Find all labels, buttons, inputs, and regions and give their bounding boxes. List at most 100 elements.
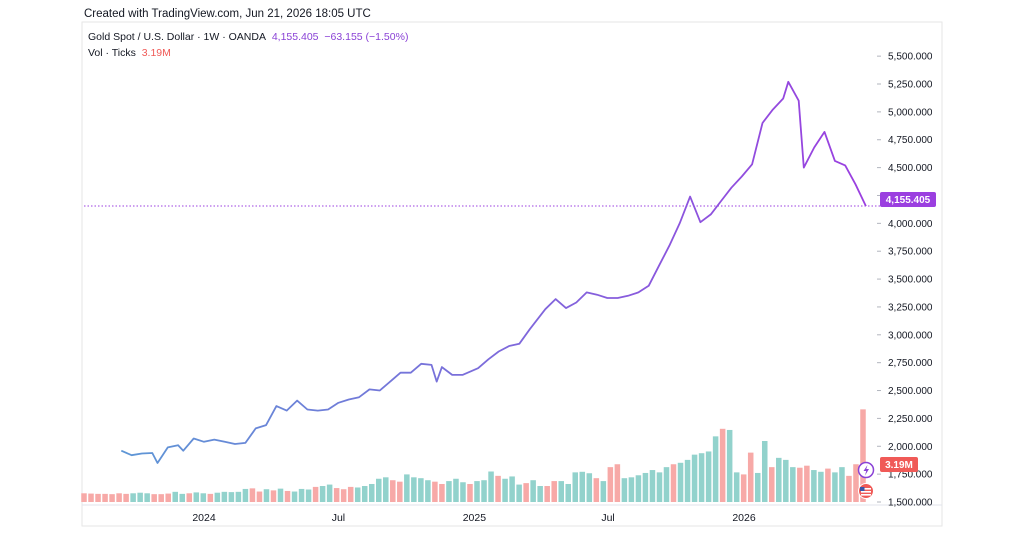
y-tick-label: 3,500.000 (888, 275, 933, 286)
symbol-legend: Gold Spot / U.S. Dollar · 1W · OANDA 4,1… (88, 31, 408, 43)
volume-bar (270, 490, 277, 502)
volume-bar (326, 484, 333, 502)
volume-bar (705, 451, 712, 502)
volume-bar (305, 489, 312, 502)
volume-bar (733, 472, 740, 502)
volume-bar (551, 481, 557, 502)
volume-bar (354, 487, 361, 502)
volume-bar (783, 459, 789, 502)
volume-bar (698, 453, 705, 502)
x-axis[interactable]: 2024 Jul 2025 Jul 2026 (192, 512, 756, 524)
volume-bar (333, 488, 340, 502)
volume-bar (347, 486, 354, 502)
volume-bar (376, 478, 382, 502)
volume-bar (207, 493, 214, 502)
volume-bar (418, 478, 424, 502)
volume-bar (277, 488, 284, 502)
volume-bar (193, 492, 200, 502)
volume-bar (825, 468, 831, 502)
volume-bar (312, 486, 319, 502)
volume-bar (109, 494, 115, 502)
economic-events-flag-icon[interactable] (858, 483, 874, 499)
volume-bar (839, 467, 845, 502)
volume-bar (151, 494, 157, 502)
volume-bar (663, 467, 670, 502)
y-axis[interactable]: 5,500.000 5,250.000 5,000.000 4,750.000 4,50… (877, 52, 933, 509)
volume-bar (684, 459, 691, 502)
price-change: −63.155 (−1.50%) (324, 31, 409, 43)
volume-bar (565, 483, 571, 502)
volume-bar (368, 483, 375, 502)
volume-bar (298, 488, 305, 502)
volume-bar (158, 494, 164, 502)
volume-bar (860, 409, 866, 502)
x-tick-label: 2024 (192, 512, 216, 524)
volume-bar (537, 486, 543, 502)
volume-bar (81, 493, 87, 502)
volume-bar (242, 488, 249, 502)
volume-bar (642, 472, 649, 502)
volume-bar (390, 480, 396, 502)
volume-bar (88, 493, 94, 502)
price-badge-text: 4,155.405 (886, 195, 931, 206)
y-tick-label: 3,750.000 (888, 247, 933, 258)
volume-bar (284, 490, 291, 502)
volume-bar (256, 491, 263, 502)
volume-bar (670, 464, 677, 502)
volume-bar (116, 493, 122, 502)
volume-bar (481, 480, 487, 502)
volume-bar (635, 475, 642, 502)
volume-bar (649, 470, 656, 502)
y-tick-label: 3,000.000 (888, 330, 933, 341)
price-series-line[interactable] (120, 80, 867, 464)
volume-bar (593, 478, 600, 502)
y-tick-label: 2,250.000 (888, 414, 933, 425)
volume-bar (790, 467, 796, 502)
volume-bar (235, 491, 242, 502)
volume-bar (818, 471, 824, 502)
volume-bar (361, 486, 368, 502)
alert-lightning-icon[interactable] (857, 461, 875, 479)
volume-bar (776, 457, 782, 502)
volume-bar (179, 493, 186, 502)
volume-bar (804, 465, 810, 502)
volume-bar (558, 481, 564, 502)
volume-badge-text: 3.19M (885, 460, 913, 471)
volume-bar (811, 470, 817, 502)
volume-bar (523, 483, 529, 502)
volume-bar (726, 429, 733, 502)
volume-bars (81, 409, 866, 502)
volume-bar (214, 492, 221, 502)
volume-bar (516, 484, 522, 502)
volume-bar (544, 486, 550, 502)
volume-bar (614, 464, 621, 502)
volume-bar (600, 481, 607, 502)
y-tick-label: 2,750.000 (888, 358, 933, 369)
volume-legend: Vol · Ticks 3.19M (88, 47, 171, 59)
volume-bar (628, 477, 635, 502)
volume-bar (102, 493, 108, 502)
y-tick-label: 4,500.000 (888, 163, 933, 174)
volume-bar (123, 493, 129, 502)
volume-bar (474, 481, 480, 502)
volume-bar (137, 492, 143, 502)
y-tick-label: 4,750.000 (888, 135, 933, 146)
volume-bar (249, 488, 256, 502)
last-price: 4,155.405 (271, 31, 319, 43)
chart-frame (81, 21, 943, 527)
volume-bar (530, 480, 536, 502)
volume-bar (263, 489, 270, 502)
y-tick-label: 2,000.000 (888, 442, 933, 453)
volume-bar (172, 491, 178, 502)
volume-bar (383, 477, 389, 502)
y-tick-label: 5,500.000 (888, 52, 933, 63)
y-tick-label: 5,250.000 (888, 80, 933, 91)
volume-bar (832, 472, 838, 502)
volume-bar (411, 477, 417, 502)
y-tick-label: 2,500.000 (888, 386, 933, 397)
volume-bar (432, 481, 438, 502)
volume-bar (221, 491, 228, 502)
volume-bar (186, 493, 193, 502)
volume-bar (453, 478, 459, 502)
